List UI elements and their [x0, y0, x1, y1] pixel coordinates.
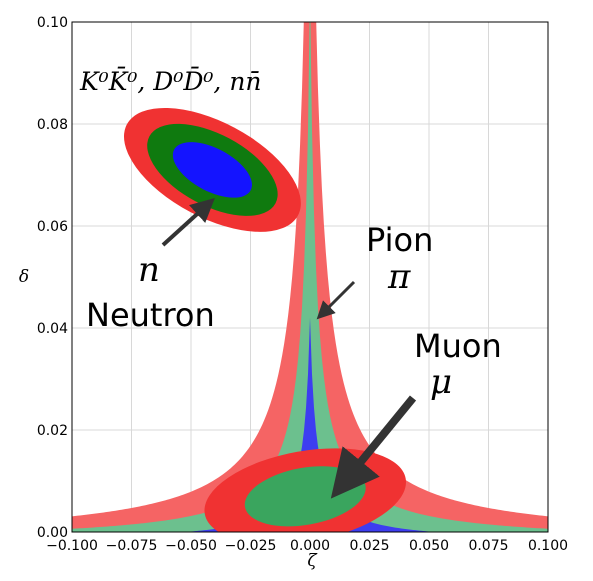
- y-tick-label: 0.00: [37, 525, 68, 541]
- x-tick-labels: −0.100 −0.075 −0.050 −0.025 0.000 0.025 0.050 0…: [46, 538, 568, 554]
- pion-arrow: [316, 280, 356, 320]
- plot-frame: [71, 21, 549, 533]
- y-tick-label: 0.06: [37, 219, 68, 235]
- x-tick-label: 0.050: [409, 538, 449, 554]
- neutron-region: [123, 107, 301, 232]
- neutron-contour-inner: [172, 142, 252, 198]
- annotation-neutron: Neutron: [86, 296, 215, 334]
- pion-contour-middle: [72, 22, 548, 532]
- neutron-arrow: [161, 197, 215, 247]
- x-tick-label: 0.100: [528, 538, 568, 554]
- annotation-neutron-symbol: n: [138, 250, 160, 290]
- annotation-pion: Pion: [366, 221, 433, 259]
- x-tick-label: 0.000: [290, 538, 330, 554]
- y-tick-label: 0.02: [37, 423, 68, 439]
- annotation-muon-symbol: μ: [430, 362, 452, 402]
- y-tick-label: 0.10: [37, 15, 68, 31]
- annotation-meson-pairs: K⁰K̄⁰, D⁰D̄⁰, nn̄: [79, 67, 262, 96]
- x-tick-label: −0.050: [165, 538, 217, 554]
- x-tick-label: −0.075: [106, 538, 158, 554]
- pion-contour-inner: [72, 317, 548, 532]
- annotation-muon: Muon: [414, 327, 502, 365]
- x-tick-label: 0.075: [468, 538, 508, 554]
- x-axis-label: ζ: [307, 551, 318, 571]
- x-tick-label: 0.025: [349, 538, 389, 554]
- annotation-pion-symbol: π: [387, 257, 411, 297]
- y-axis-label: δ: [19, 267, 29, 287]
- x-tick-label: −0.025: [225, 538, 277, 554]
- y-tick-labels: 0.00 0.02 0.04 0.06 0.08 0.10: [37, 15, 68, 541]
- y-tick-label: 0.08: [37, 117, 68, 133]
- pion-region: [72, 22, 548, 532]
- y-tick-label: 0.04: [37, 321, 68, 337]
- x-tick-label: −0.100: [46, 538, 98, 554]
- muon-arrow: [330, 395, 417, 499]
